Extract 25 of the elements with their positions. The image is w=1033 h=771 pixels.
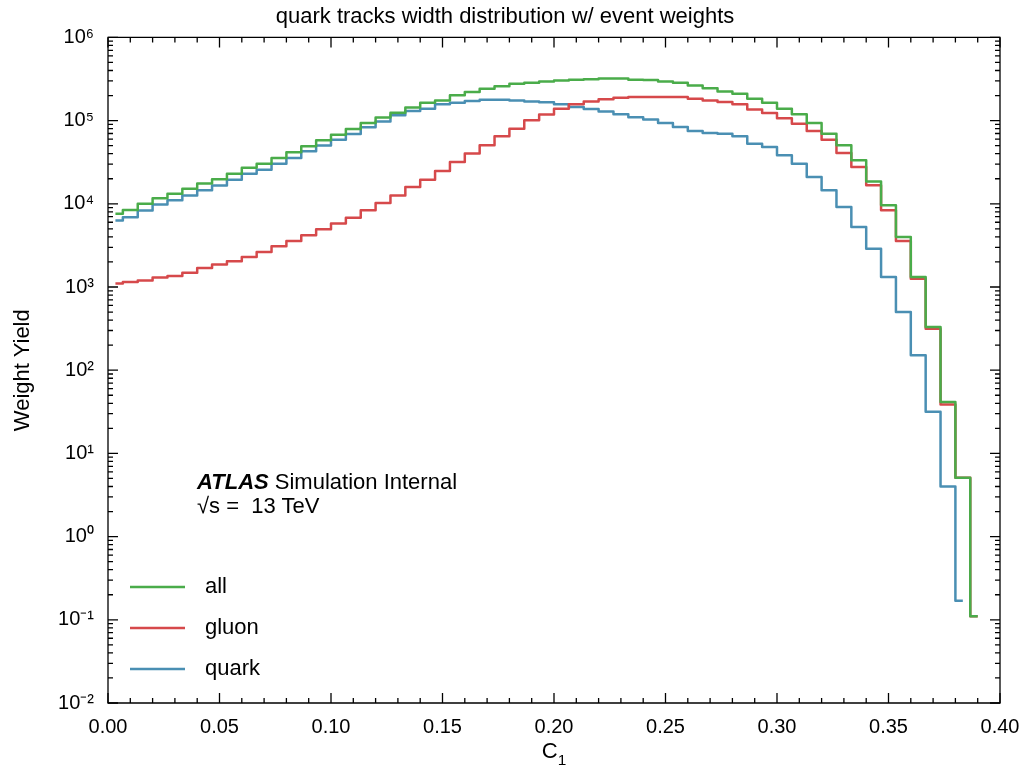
y-tick-label: 10³ <box>65 274 95 297</box>
x-tick-label: 0.15 <box>423 714 462 737</box>
y-tick-label: 10⁶ <box>63 24 94 47</box>
x-tick-label: 0.05 <box>200 714 239 737</box>
y-tick-label: 10⁴ <box>63 191 94 214</box>
legend-label: all <box>205 573 228 599</box>
x-tick-label: 0.35 <box>869 714 908 737</box>
x-tick-label: 0.00 <box>88 714 128 737</box>
x-tick-label: 0.40 <box>980 714 1020 737</box>
chart-title: quark tracks width distribution w/ event weights <box>275 3 735 29</box>
x-tick-label: 0.20 <box>534 714 574 737</box>
y-tick-label: 10¹ <box>65 440 95 463</box>
y-tick-label: 10² <box>65 357 95 380</box>
x-tick-label: 0.30 <box>757 714 797 737</box>
legend-label: gluon <box>205 614 259 640</box>
x-tick-label: 0.10 <box>311 714 351 737</box>
legend-label: quark <box>205 655 262 681</box>
y-axis-title: Weight Yield <box>9 309 35 432</box>
x-tick-label: 0.25 <box>646 714 685 737</box>
y-tick-label: 10⁰ <box>64 524 94 547</box>
annotation: √s = 13 TeV <box>197 493 320 519</box>
y-tick-label: 10⁻¹ <box>58 607 95 630</box>
annotation: ATLAS Simulation Internal <box>196 469 458 495</box>
y-tick-label: 10⁵ <box>63 108 94 131</box>
y-tick-label: 10⁻² <box>58 690 95 713</box>
